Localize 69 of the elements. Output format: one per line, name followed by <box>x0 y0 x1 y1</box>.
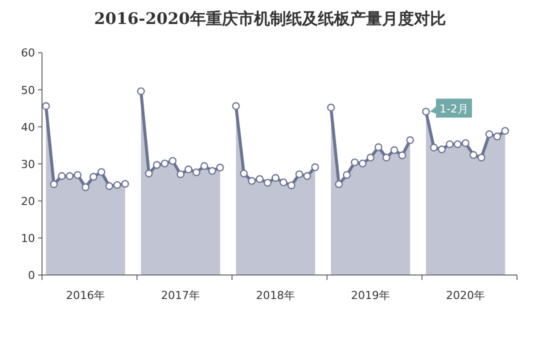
y-tick-label: 40 <box>21 120 35 134</box>
point <box>485 130 494 138</box>
title: 2016-2020年重庆市机制纸及纸板产量月度对比 <box>94 9 446 28</box>
x-tick-label: 2017年 <box>161 289 200 302</box>
point <box>342 171 351 179</box>
point <box>42 102 50 110</box>
point <box>334 180 343 188</box>
x-tick-label: 2016年 <box>66 289 106 302</box>
annotation: 1-2月 <box>439 102 468 116</box>
point <box>501 126 510 135</box>
point <box>160 160 169 168</box>
point <box>58 172 66 180</box>
point <box>152 161 161 169</box>
point <box>176 170 184 178</box>
point <box>168 156 177 165</box>
y-tick-label: 10 <box>21 232 35 245</box>
point <box>295 170 304 178</box>
point <box>477 154 486 162</box>
point <box>406 136 414 144</box>
point <box>121 180 130 188</box>
point <box>264 178 272 187</box>
x-tick-label: 2020年 <box>446 289 486 302</box>
point <box>144 170 153 178</box>
point <box>208 166 216 175</box>
point <box>358 160 367 168</box>
point <box>105 182 114 190</box>
point <box>216 164 224 172</box>
point <box>438 146 446 154</box>
point <box>303 172 312 180</box>
point <box>280 178 288 186</box>
point <box>90 172 98 181</box>
point <box>232 102 240 110</box>
point <box>311 163 320 172</box>
point <box>256 175 264 183</box>
y-tick-label: 0 <box>28 269 35 282</box>
x-tick-label: 2018年 <box>256 289 296 302</box>
point <box>97 168 106 176</box>
y-tick-label: 20 <box>21 194 35 208</box>
point <box>374 143 382 152</box>
point <box>454 140 462 148</box>
point <box>272 174 280 182</box>
point <box>430 144 438 152</box>
x-tick-label: 2019年 <box>351 289 390 302</box>
point <box>470 151 478 159</box>
point <box>382 154 390 162</box>
y-tick-label: 60 <box>21 46 35 60</box>
point <box>446 140 454 148</box>
point <box>390 146 398 154</box>
point <box>248 176 256 185</box>
point <box>398 151 406 160</box>
point <box>493 132 502 140</box>
point <box>240 170 248 178</box>
point <box>137 87 145 96</box>
point <box>74 171 82 179</box>
point <box>327 104 335 112</box>
point <box>366 154 374 162</box>
point <box>350 158 359 166</box>
point <box>184 166 192 174</box>
point <box>82 183 90 192</box>
y-tick-label: 30 <box>21 158 35 171</box>
point <box>462 139 470 147</box>
point <box>200 162 208 170</box>
point <box>422 108 430 116</box>
point <box>66 172 74 180</box>
point <box>192 168 200 176</box>
point <box>113 181 122 189</box>
y-tick-label: 50 <box>21 84 35 97</box>
point <box>50 180 58 188</box>
point <box>287 181 296 190</box>
